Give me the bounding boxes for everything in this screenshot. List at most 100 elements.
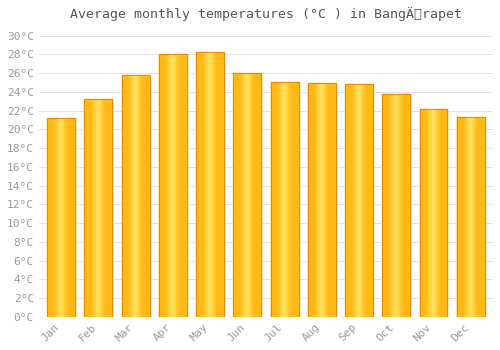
- Bar: [274, 82, 275, 317]
- Bar: [208, 51, 209, 317]
- Bar: [424, 109, 425, 317]
- Bar: [143, 75, 144, 317]
- Bar: [96, 99, 98, 317]
- Bar: [356, 84, 357, 317]
- Bar: [257, 73, 258, 317]
- Bar: [318, 83, 319, 317]
- Bar: [407, 94, 408, 317]
- Bar: [321, 83, 322, 317]
- Bar: [95, 99, 96, 317]
- Bar: [364, 84, 365, 317]
- Bar: [295, 82, 296, 317]
- Bar: [328, 83, 329, 317]
- Bar: [388, 94, 389, 317]
- Bar: [89, 99, 90, 317]
- Bar: [104, 99, 105, 317]
- Bar: [279, 82, 280, 317]
- Bar: [366, 84, 367, 317]
- Bar: [91, 99, 92, 317]
- Bar: [131, 75, 132, 317]
- Bar: [61, 118, 62, 317]
- Bar: [464, 117, 465, 317]
- Bar: [392, 94, 393, 317]
- Bar: [473, 117, 474, 317]
- Bar: [239, 73, 240, 317]
- Bar: [335, 83, 336, 317]
- Bar: [71, 118, 72, 317]
- Bar: [93, 99, 94, 317]
- Bar: [88, 99, 89, 317]
- Bar: [213, 51, 214, 317]
- Bar: [110, 99, 111, 317]
- Bar: [175, 54, 176, 317]
- Bar: [350, 84, 351, 317]
- Bar: [210, 51, 211, 317]
- Bar: [147, 75, 148, 317]
- Bar: [72, 118, 73, 317]
- Bar: [69, 118, 70, 317]
- Bar: [201, 51, 202, 317]
- Bar: [426, 109, 427, 317]
- Bar: [285, 82, 286, 317]
- Bar: [255, 73, 256, 317]
- Bar: [127, 75, 128, 317]
- Bar: [178, 54, 179, 317]
- Bar: [145, 75, 146, 317]
- Bar: [161, 54, 162, 317]
- Bar: [323, 83, 324, 317]
- Bar: [184, 54, 185, 317]
- Bar: [148, 75, 149, 317]
- Bar: [205, 51, 206, 317]
- Bar: [290, 82, 291, 317]
- Bar: [211, 51, 212, 317]
- Bar: [445, 109, 446, 317]
- Bar: [223, 51, 224, 317]
- Bar: [345, 84, 346, 317]
- Bar: [348, 84, 349, 317]
- Bar: [444, 109, 445, 317]
- Bar: [447, 109, 448, 317]
- Bar: [465, 117, 466, 317]
- Bar: [142, 75, 143, 317]
- Bar: [271, 82, 272, 317]
- Bar: [47, 118, 48, 317]
- Bar: [136, 75, 138, 317]
- Bar: [60, 118, 61, 317]
- Bar: [238, 73, 239, 317]
- Bar: [235, 73, 236, 317]
- Bar: [57, 118, 58, 317]
- Bar: [286, 82, 287, 317]
- Bar: [409, 94, 410, 317]
- Bar: [423, 109, 424, 317]
- Bar: [273, 82, 274, 317]
- Bar: [102, 99, 103, 317]
- Bar: [420, 109, 448, 317]
- Bar: [54, 118, 55, 317]
- Bar: [124, 75, 125, 317]
- Bar: [111, 99, 112, 317]
- Bar: [385, 94, 386, 317]
- Bar: [122, 75, 123, 317]
- Bar: [434, 109, 435, 317]
- Bar: [368, 84, 369, 317]
- Bar: [74, 118, 75, 317]
- Bar: [437, 109, 438, 317]
- Bar: [470, 117, 472, 317]
- Bar: [84, 99, 112, 317]
- Bar: [361, 84, 362, 317]
- Bar: [234, 73, 235, 317]
- Bar: [289, 82, 290, 317]
- Bar: [256, 73, 257, 317]
- Bar: [442, 109, 443, 317]
- Bar: [466, 117, 467, 317]
- Bar: [106, 99, 107, 317]
- Bar: [47, 118, 75, 317]
- Bar: [252, 73, 253, 317]
- Bar: [309, 83, 310, 317]
- Bar: [482, 117, 483, 317]
- Bar: [294, 82, 295, 317]
- Bar: [395, 94, 396, 317]
- Bar: [281, 82, 282, 317]
- Bar: [349, 84, 350, 317]
- Title: Average monthly temperatures (°C ) in BangÄrapet: Average monthly temperatures (°C ) in Ba…: [70, 7, 462, 21]
